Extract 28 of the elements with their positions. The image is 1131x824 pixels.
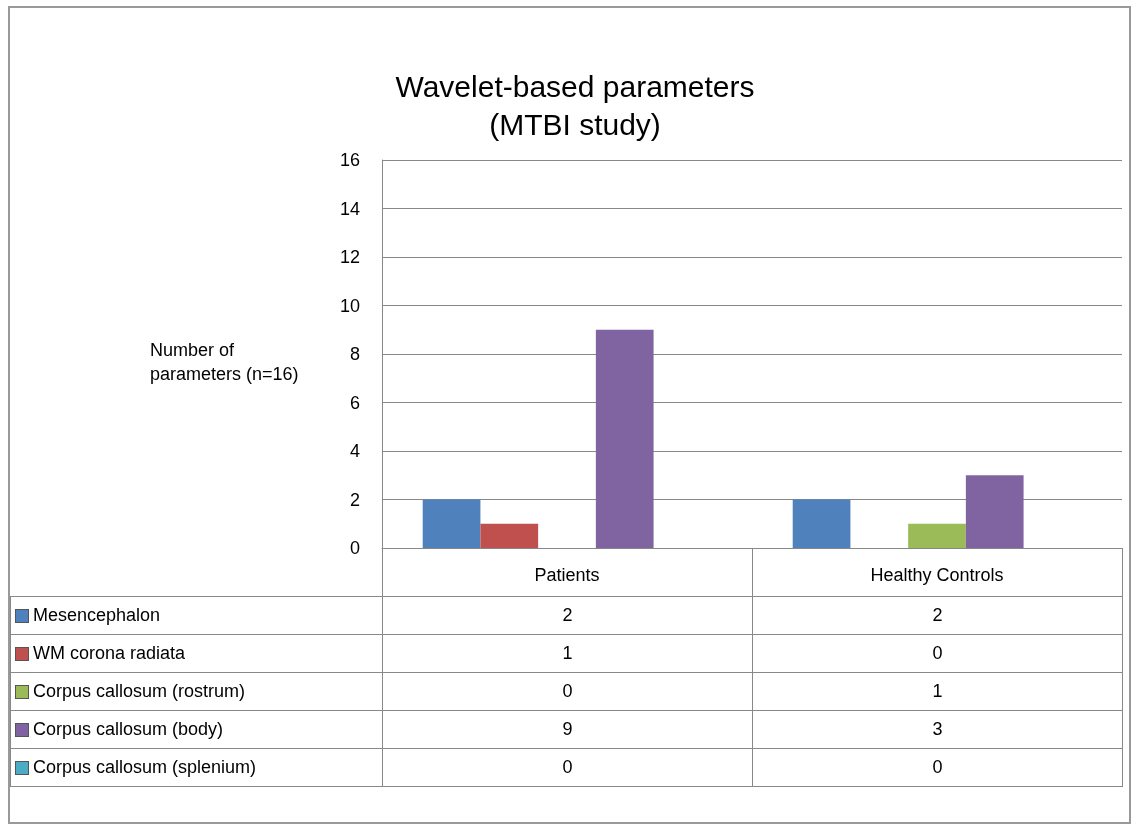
y-tick-label: 10 [339, 295, 360, 316]
y-tick-label: 14 [339, 198, 360, 219]
legend-label: Corpus callosum (rostrum) [33, 681, 246, 702]
legend-label: WM corona radiata [33, 643, 186, 664]
legend-label: Corpus callosum (body) [33, 719, 224, 740]
data-label: 0 [752, 748, 1123, 787]
legend-label: Mesencephalon [33, 605, 161, 626]
x-tick-label: Healthy Controls [870, 565, 1004, 585]
data-label: 2 [382, 596, 753, 635]
y-axis-title: Number of parameters (n=16) [150, 340, 299, 384]
data-label: 3 [752, 710, 1123, 749]
y-tick-label: 0 [349, 538, 360, 558]
y-tick-label: 16 [339, 150, 360, 170]
data-label: 9 [382, 710, 753, 749]
data-label: 2 [752, 596, 1123, 635]
y-tick-label: 2 [349, 489, 360, 510]
y-tick-label: 4 [349, 441, 360, 461]
x-tick-label: Patients [534, 565, 600, 585]
data-label: 0 [752, 634, 1123, 673]
legend-label: Corpus callosum (splenium) [33, 757, 257, 778]
y-tick-label: 6 [349, 392, 360, 413]
data-label: 0 [382, 672, 753, 711]
y-tick-label: 8 [349, 344, 360, 364]
data-label: 1 [752, 672, 1123, 711]
data-label: 1 [382, 634, 753, 673]
chart-title: Wavelet-based parameters (MTBI study) [395, 69, 755, 141]
y-tick-label: 12 [339, 247, 360, 267]
data-label: 0 [382, 748, 753, 787]
